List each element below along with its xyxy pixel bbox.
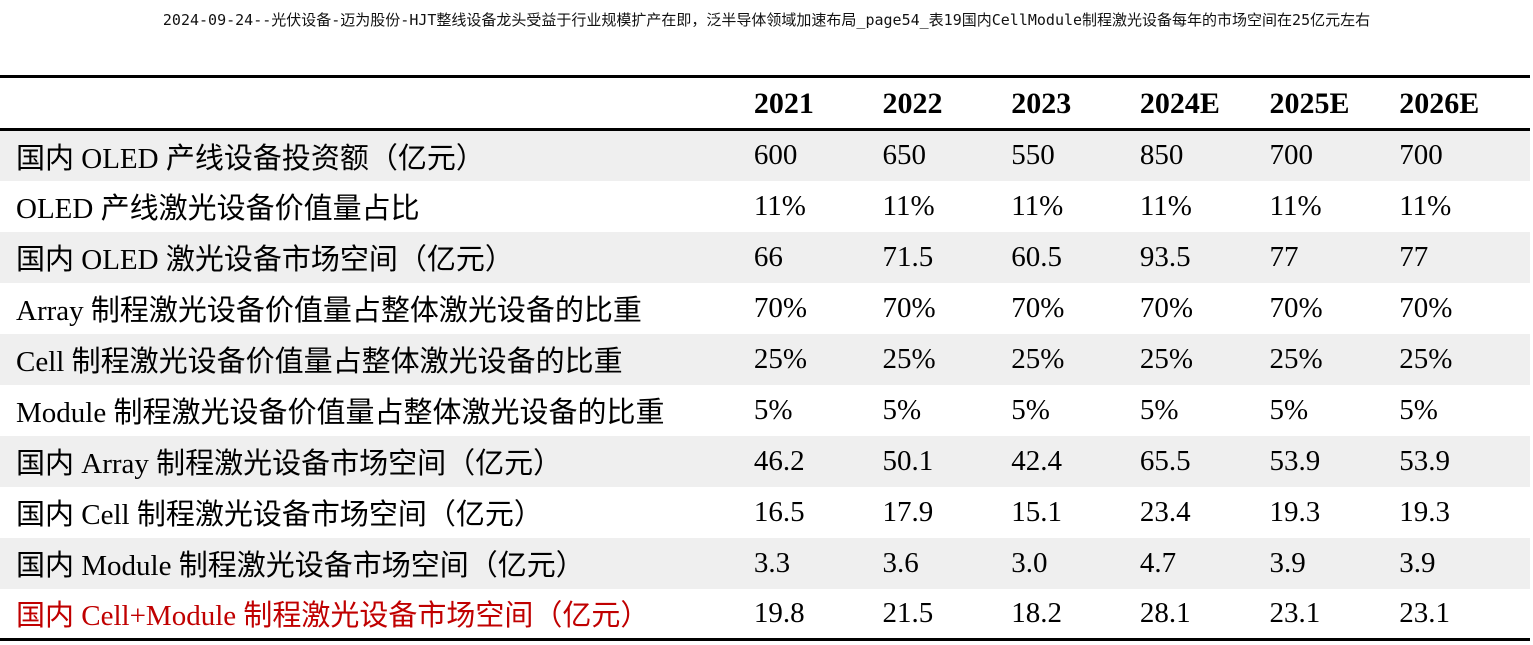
table-cell: 19.8 <box>753 588 883 641</box>
table-cell: 93.5 <box>1139 240 1191 273</box>
table-cell: 23.4 <box>1139 495 1191 528</box>
table-cell: 25% <box>1399 342 1453 375</box>
table-cell: 16.5 <box>753 495 805 528</box>
table-cell: 11% <box>753 189 806 222</box>
table-row: OLED 产线激光设备价值量占比 11% 11% 11% 11% 11% 11% <box>0 181 1530 232</box>
table-cell: 46.2 <box>753 444 805 477</box>
table-cell: 600 <box>753 139 798 172</box>
table-cell: 25% <box>753 342 808 375</box>
table-cell: 11% <box>1139 189 1192 222</box>
header-cell-2021: 2021 <box>753 75 883 131</box>
header-cell-2025e: 2025E <box>1269 75 1400 131</box>
table-cell: 650 <box>882 139 927 172</box>
table-cell: 15.1 <box>1011 495 1062 528</box>
table-cell: 5% <box>1269 393 1309 426</box>
header-cell-label <box>0 75 754 131</box>
table-cell: 23.1 <box>1269 588 1400 641</box>
table-cell: 11% <box>1011 189 1064 222</box>
table-row: Cell 制程激光设备价值量占整体激光设备的比重 25% 25% 25% 25%… <box>0 333 1530 385</box>
table-cell: 700 <box>1399 139 1443 172</box>
table-cell: 77 <box>1399 240 1429 273</box>
table-cell: 77 <box>1269 240 1299 273</box>
table-row-highlight: 国内 Cell+Module 制程激光设备市场空间（亿元） 19.8 21.5 … <box>0 588 1530 641</box>
table-cell: 28.1 <box>1139 588 1270 641</box>
table-cell: 60.5 <box>1011 240 1062 273</box>
table-cell: 25% <box>1011 342 1065 375</box>
table-cell: 65.5 <box>1139 444 1191 477</box>
table-row: 国内 OLED 产线设备投资额（亿元） 600 650 550 850 700 … <box>0 129 1530 181</box>
table-cell: 19.3 <box>1269 495 1321 528</box>
table-cell: 5% <box>1399 393 1438 426</box>
table-row: Array 制程激光设备价值量占整体激光设备的比重 70% 70% 70% 70… <box>0 283 1530 334</box>
table-cell: 3.3 <box>753 546 791 579</box>
table-row: Module 制程激光设备价值量占整体激光设备的比重 5% 5% 5% 5% 5… <box>0 385 1530 436</box>
table-cell: 21.5 <box>882 588 1012 641</box>
table-cell: 70% <box>1011 291 1065 324</box>
table-cell: 70% <box>1399 291 1453 324</box>
table-cell: 11% <box>882 189 935 222</box>
table-cell: 70% <box>753 291 808 324</box>
table-cell: 42.4 <box>1011 444 1062 477</box>
header-cell-2022: 2022 <box>882 75 1012 131</box>
header-cell-2023: 2023 <box>1011 75 1140 131</box>
row-label-highlight: 国内 Cell+Module 制程激光设备市场空间（亿元） <box>0 588 754 641</box>
table-cell: 50.1 <box>882 444 934 477</box>
table-cell: 3.0 <box>1011 546 1048 579</box>
table-cell: 3.9 <box>1269 546 1306 579</box>
table-cell: 11% <box>1269 189 1322 222</box>
row-label: OLED 产线激光设备价值量占比 <box>16 193 420 225</box>
table-cell: 53.9 <box>1399 444 1450 477</box>
table-cell: 5% <box>882 393 922 426</box>
table-row: 国内 OLED 激光设备市场空间（亿元） 66 71.5 60.5 93.5 7… <box>0 231 1530 283</box>
row-label: 国内 Cell 制程激光设备市场空间（亿元） <box>16 499 543 531</box>
header-row: 2021 2022 2023 2024E 2025E 2026E <box>0 75 1530 131</box>
table-cell: 71.5 <box>882 240 934 273</box>
row-label: Cell 制程激光设备价值量占整体激光设备的比重 <box>16 346 623 378</box>
row-label: Module 制程激光设备价值量占整体激光设备的比重 <box>16 397 665 429</box>
row-label: Array 制程激光设备价值量占整体激光设备的比重 <box>16 295 642 327</box>
data-table: 2021 2022 2023 2024E 2025E 2026E 国内 OLED… <box>0 75 1530 641</box>
table-cell: 25% <box>1269 342 1323 375</box>
table-row: 国内 Module 制程激光设备市场空间（亿元） 3.3 3.6 3.0 4.7… <box>0 537 1530 589</box>
table-cell: 19.3 <box>1399 495 1450 528</box>
header-cell-2026e: 2026E <box>1399 75 1530 131</box>
table-cell: 70% <box>1269 291 1323 324</box>
table-cell: 53.9 <box>1269 444 1321 477</box>
table-cell: 25% <box>882 342 936 375</box>
table-cell: 700 <box>1269 139 1314 172</box>
table-cell: 5% <box>1139 393 1179 426</box>
row-label: 国内 Array 制程激光设备市场空间（亿元） <box>16 448 563 480</box>
table-cell: 70% <box>1139 291 1194 324</box>
row-label: 国内 OLED 产线设备投资额（亿元） <box>16 142 485 175</box>
table-cell: 550 <box>1011 139 1055 172</box>
table-row: 国内 Cell 制程激光设备市场空间（亿元） 16.5 17.9 15.1 23… <box>0 487 1530 538</box>
table-cell: 4.7 <box>1139 546 1177 579</box>
table-cell: 3.9 <box>1399 546 1436 579</box>
table-cell: 3.6 <box>882 546 919 579</box>
table-cell: 23.1 <box>1399 588 1530 641</box>
table-cell: 5% <box>753 393 793 426</box>
table-cell: 850 <box>1139 139 1184 172</box>
table-cell: 18.2 <box>1011 588 1140 641</box>
table-cell: 66 <box>753 240 783 273</box>
table-cell: 17.9 <box>882 495 934 528</box>
row-label: 国内 Module 制程激光设备市场空间（亿元） <box>16 550 585 582</box>
table-row: 国内 Array 制程激光设备市场空间（亿元） 46.2 50.1 42.4 6… <box>0 435 1530 487</box>
page-caption: 2024-09-24--光伏设备-迈为股份-HJT整线设备龙头受益于行业规模扩产… <box>162 11 1371 29</box>
row-label: 国内 OLED 激光设备市场空间（亿元） <box>16 244 514 276</box>
header-cell-2024e: 2024E <box>1139 75 1270 131</box>
table-cell: 5% <box>1011 393 1050 426</box>
table-cell: 70% <box>882 291 936 324</box>
table-cell: 25% <box>1139 342 1194 375</box>
table-cell: 11% <box>1399 189 1452 222</box>
